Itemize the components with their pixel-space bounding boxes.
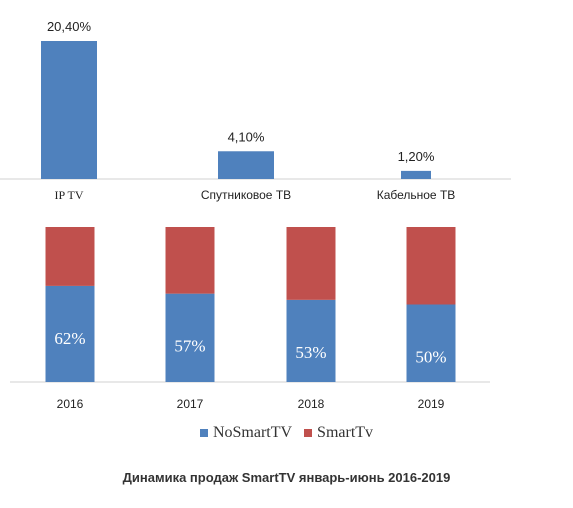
category-label-2018: 2018 xyxy=(298,397,325,411)
bar-2-top xyxy=(218,151,274,179)
bar-1-top xyxy=(41,41,97,179)
bar-nosmarttv-2016 xyxy=(45,285,95,382)
category-label-2-top: Спутниковое ТВ xyxy=(201,188,291,202)
data-label-1-top: 20,40% xyxy=(47,19,92,34)
category-label-2016: 2016 xyxy=(57,397,84,411)
bar-smarttv-2018 xyxy=(286,227,336,300)
data-label-nosmarttv-2019: 50% xyxy=(415,348,446,367)
data-label-3-top: 1,20% xyxy=(398,149,435,164)
data-label-nosmarttv-2018: 53% xyxy=(295,343,326,362)
bar-3-top xyxy=(401,170,431,179)
data-label-nosmarttv-2017: 57% xyxy=(174,337,205,356)
bar-nosmarttv-2019 xyxy=(406,304,456,382)
bar-smarttv-2016 xyxy=(45,227,95,286)
category-label-1-top: IP TV xyxy=(54,188,83,202)
data-label-nosmarttv-2016: 62% xyxy=(54,329,85,348)
legend-item-smarttv: SmartTv xyxy=(304,424,373,442)
category-label-2017: 2017 xyxy=(177,397,204,411)
bar-smarttv-2019 xyxy=(406,227,456,305)
legend: NoSmartTV SmartTv xyxy=(0,424,573,442)
legend-label-nosmarttv: NoSmartTV xyxy=(212,424,293,441)
legend-label-smarttv: SmartTv xyxy=(317,424,374,441)
bar-nosmarttv-2018 xyxy=(286,299,336,382)
category-label-2019: 2019 xyxy=(418,397,445,411)
legend-item-nosmarttv: NoSmartTV xyxy=(199,424,293,442)
data-label-2-top: 4,10% xyxy=(228,129,265,144)
bar-nosmarttv-2017 xyxy=(165,293,215,382)
category-label-3-top: Кабельное ТВ xyxy=(377,188,456,202)
legend-swatch-smarttv xyxy=(304,429,313,437)
bar-smarttv-2017 xyxy=(165,227,215,294)
legend-swatch-nosmarttv xyxy=(199,429,208,437)
chart-caption: Динамика продаж SmartTV январь-июнь 2016… xyxy=(122,470,451,485)
